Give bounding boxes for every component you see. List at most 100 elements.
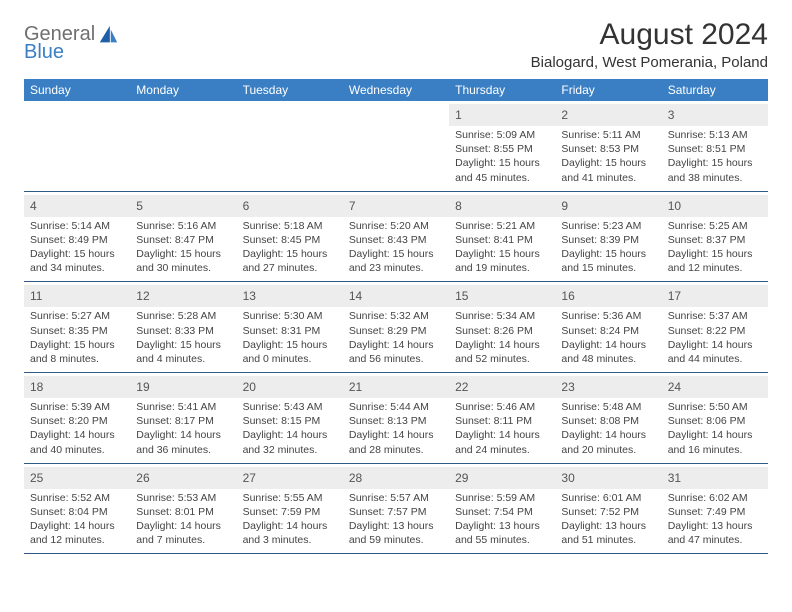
sunset-line: Sunset: 8:39 PM bbox=[561, 233, 655, 247]
day-info: Sunrise: 5:50 AMSunset: 8:06 PMDaylight:… bbox=[668, 400, 762, 457]
sunset-line: Sunset: 8:08 PM bbox=[561, 414, 655, 428]
day-cell: 11Sunrise: 5:27 AMSunset: 8:35 PMDayligh… bbox=[24, 282, 130, 372]
daylight-line-1: Daylight: 14 hours bbox=[30, 428, 124, 442]
daylight-value-1: 14 hours bbox=[499, 339, 540, 351]
daylight-line-2: and 27 minutes. bbox=[243, 261, 337, 275]
weekday-header: Wednesday bbox=[343, 79, 449, 101]
day-info: Sunrise: 5:23 AMSunset: 8:39 PMDaylight:… bbox=[561, 219, 655, 276]
sail-icon bbox=[97, 24, 119, 51]
daylight-value-1: 15 hours bbox=[499, 157, 540, 169]
sunset-value: 8:26 PM bbox=[494, 325, 533, 337]
daynum-bar: 17 bbox=[662, 285, 768, 307]
sunset-label: Sunset: bbox=[455, 325, 491, 337]
day-cell: 18Sunrise: 5:39 AMSunset: 8:20 PMDayligh… bbox=[24, 373, 130, 463]
sunrise-line: Sunrise: 5:34 AM bbox=[455, 309, 549, 323]
day-number: 12 bbox=[136, 289, 149, 303]
day-info: Sunrise: 5:34 AMSunset: 8:26 PMDaylight:… bbox=[455, 309, 549, 366]
daylight-line-2: and 34 minutes. bbox=[30, 261, 124, 275]
day-cell: 15Sunrise: 5:34 AMSunset: 8:26 PMDayligh… bbox=[449, 282, 555, 372]
daylight-line-1: Daylight: 14 hours bbox=[243, 519, 337, 533]
sunset-value: 8:51 PM bbox=[706, 143, 745, 155]
daylight-label: Daylight: bbox=[561, 520, 602, 532]
sunset-value: 8:17 PM bbox=[175, 415, 214, 427]
day-info: Sunrise: 6:01 AMSunset: 7:52 PMDaylight:… bbox=[561, 491, 655, 548]
day-number: 27 bbox=[243, 471, 256, 485]
sunrise-label: Sunrise: bbox=[455, 492, 494, 504]
sunset-value: 8:55 PM bbox=[494, 143, 533, 155]
sunrise-label: Sunrise: bbox=[349, 310, 388, 322]
day-info: Sunrise: 5:09 AMSunset: 8:55 PMDaylight:… bbox=[455, 128, 549, 185]
sunset-line: Sunset: 8:45 PM bbox=[243, 233, 337, 247]
sunrise-label: Sunrise: bbox=[136, 310, 175, 322]
daylight-value-1: 14 hours bbox=[393, 429, 434, 441]
sunrise-value: 5:18 AM bbox=[284, 220, 323, 232]
sunrise-line: Sunrise: 5:41 AM bbox=[136, 400, 230, 414]
daylight-line-2: and 16 minutes. bbox=[668, 443, 762, 457]
daynum-bar: 30 bbox=[555, 467, 661, 489]
daylight-label: Daylight: bbox=[455, 157, 496, 169]
daylight-value-1: 14 hours bbox=[180, 429, 221, 441]
daylight-label: Daylight: bbox=[349, 520, 390, 532]
day-number: 8 bbox=[455, 199, 462, 213]
sunrise-value: 5:44 AM bbox=[390, 401, 429, 413]
daylight-line-1: Daylight: 15 hours bbox=[30, 338, 124, 352]
weeks-container: 1Sunrise: 5:09 AMSunset: 8:55 PMDaylight… bbox=[24, 101, 768, 554]
sunrise-label: Sunrise: bbox=[30, 310, 69, 322]
day-number: 2 bbox=[561, 108, 568, 122]
weekday-header: Tuesday bbox=[237, 79, 343, 101]
sunset-value: 8:04 PM bbox=[69, 506, 108, 518]
daynum-bar: 20 bbox=[237, 376, 343, 398]
sunset-value: 8:11 PM bbox=[494, 415, 532, 427]
sunset-value: 7:49 PM bbox=[706, 506, 745, 518]
daylight-value-1: 14 hours bbox=[499, 429, 540, 441]
daynum-bar: 22 bbox=[449, 376, 555, 398]
daylight-value-1: 13 hours bbox=[393, 520, 434, 532]
daylight-line-1: Daylight: 14 hours bbox=[455, 338, 549, 352]
day-cell: 8Sunrise: 5:21 AMSunset: 8:41 PMDaylight… bbox=[449, 192, 555, 282]
sunset-label: Sunset: bbox=[455, 234, 491, 246]
day-cell: 12 Sunrise: 5:28 AMSunset: 8:33 PMDayligh… bbox=[130, 282, 236, 372]
day-info: Sunrise: 5:14 AMSunset: 8:49 PMDaylight:… bbox=[30, 219, 124, 276]
day-number: 15 bbox=[455, 289, 468, 303]
day-number: 25 bbox=[30, 471, 43, 485]
daylight-label: Daylight: bbox=[455, 339, 496, 351]
header: General Blue August 2024 Bialogard, West… bbox=[24, 18, 768, 71]
week-row: 25Sunrise: 5:52 AMSunset: 8:04 PMDayligh… bbox=[24, 464, 768, 555]
daylight-label: Daylight: bbox=[30, 248, 71, 260]
sunset-value: 8:39 PM bbox=[600, 234, 639, 246]
sunrise-line: Sunrise: 5:37 AM bbox=[668, 309, 762, 323]
daylight-label: Daylight: bbox=[455, 248, 496, 260]
sunrise-line: Sunrise: 5:55 AM bbox=[243, 491, 337, 505]
daylight-value-1: 14 hours bbox=[605, 429, 646, 441]
day-info: Sunrise: 5:28 AMSunset: 8:33 PMDaylight:… bbox=[136, 309, 230, 366]
sunset-label: Sunset: bbox=[561, 234, 597, 246]
daylight-line-2: and 51 minutes. bbox=[561, 533, 655, 547]
daylight-line-1: Daylight: 13 hours bbox=[561, 519, 655, 533]
day-cell: 21Sunrise: 5:44 AMSunset: 8:13 PMDayligh… bbox=[343, 373, 449, 463]
daylight-value-1: 15 hours bbox=[711, 248, 752, 260]
day-info: Sunrise: 5:25 AMSunset: 8:37 PMDaylight:… bbox=[668, 219, 762, 276]
sunset-value: 8:49 PM bbox=[69, 234, 108, 246]
page-subtitle: Bialogard, West Pomerania, Poland bbox=[531, 54, 768, 71]
daylight-line-2: and 19 minutes. bbox=[455, 261, 549, 275]
daylight-line-1: Daylight: 15 hours bbox=[561, 156, 655, 170]
day-number: 29 bbox=[455, 471, 468, 485]
daylight-line-2: and 12 minutes. bbox=[668, 261, 762, 275]
day-cell: 5Sunrise: 5:16 AMSunset: 8:47 PMDaylight… bbox=[130, 192, 236, 282]
page-title: August 2024 bbox=[531, 18, 768, 52]
sunrise-line: Sunrise: 5:09 AM bbox=[455, 128, 549, 142]
sunrise-line: Sunrise: 5:27 AM bbox=[30, 309, 124, 323]
sunrise-label: Sunrise: bbox=[561, 129, 600, 141]
daylight-line-2: and 52 minutes. bbox=[455, 352, 549, 366]
sunset-label: Sunset: bbox=[136, 325, 172, 337]
empty-cell bbox=[343, 101, 449, 191]
daylight-label: Daylight: bbox=[561, 248, 602, 260]
sunset-label: Sunset: bbox=[243, 325, 279, 337]
sunset-line: Sunset: 8:11 PM bbox=[455, 414, 549, 428]
day-number: 20 bbox=[243, 380, 256, 394]
sunset-value: 8:06 PM bbox=[706, 415, 745, 427]
daynum-bar: 3 bbox=[662, 104, 768, 126]
daynum-bar: 4 bbox=[24, 195, 130, 217]
sunrise-value: 5:46 AM bbox=[497, 401, 536, 413]
calendar-page: General Blue August 2024 Bialogard, West… bbox=[0, 0, 792, 554]
